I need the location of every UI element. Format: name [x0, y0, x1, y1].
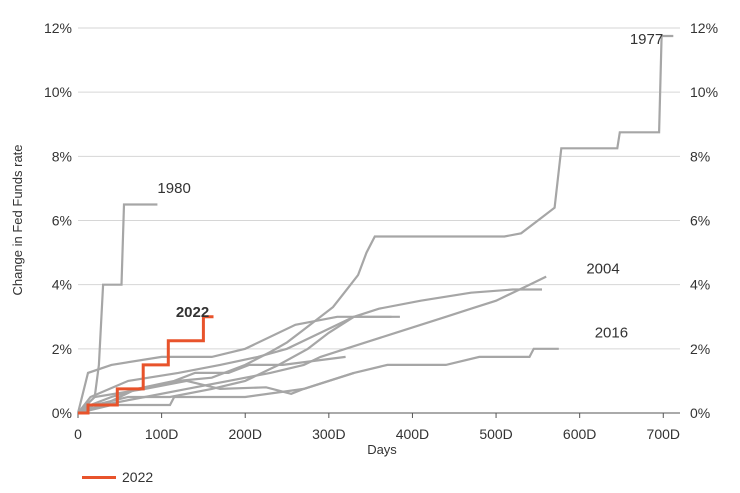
x-tick-label: 400D [396, 426, 429, 442]
y-tick-label-right: 4% [690, 277, 710, 293]
y-tick-label-left: 2% [52, 341, 72, 357]
x-tick-label: 0 [74, 426, 82, 442]
y-tick-label-right: 10% [690, 84, 718, 100]
series-label-2004: 2004 [586, 260, 619, 277]
y-tick-label-left: 8% [52, 148, 72, 164]
x-tick-label: 500D [479, 426, 512, 442]
series-line [77, 288, 542, 414]
series-line-2022 [78, 315, 214, 415]
y-tick-label-left: 0% [52, 405, 72, 421]
legend-swatch-2022 [82, 475, 116, 479]
x-axis-title: Days [367, 442, 397, 457]
series-label-1977: 1977 [630, 31, 663, 48]
y-tick-label-right: 2% [690, 341, 710, 357]
series-label-2022: 2022 [176, 304, 209, 321]
x-tick-label: 300D [312, 426, 345, 442]
series-label-1980: 1980 [157, 180, 190, 197]
grid-lines [78, 27, 680, 350]
series-labels: 1977 1980 2022 2004 2016 [157, 31, 663, 342]
y-tick-label-left: 12% [44, 20, 72, 36]
series-line [77, 371, 355, 414]
y-tick-label-right: 8% [690, 148, 710, 164]
series-line-2004 [77, 275, 547, 415]
legend-label-2022: 2022 [122, 469, 154, 485]
x-tick-label: 100D [145, 426, 178, 442]
x-tick-label: 700D [647, 426, 680, 442]
y-tick-label-right: 6% [690, 213, 710, 229]
y-tick-label-right: 0% [690, 405, 710, 421]
series-line-1980 [77, 203, 158, 414]
series-line [76, 315, 400, 414]
series-line [77, 315, 392, 414]
axes: 0% 0% 2% 2% 4% 4% 6% 6% 8% 8% 10% 10% 12% 12% 0 100D 200… [44, 20, 718, 442]
series-label-2016: 2016 [595, 325, 628, 342]
y-tick-label-left: 6% [52, 213, 72, 229]
x-tick-label: 200D [228, 426, 261, 442]
y-axis-title: Change in Fed Funds rate [10, 144, 25, 295]
legend: 2022 [82, 466, 153, 488]
y-tick-label-right: 12% [690, 20, 718, 36]
series-line-1977 [77, 34, 674, 414]
series-line [77, 355, 346, 415]
series-lines [76, 34, 674, 415]
x-tick-label: 600D [563, 426, 596, 442]
y-tick-label-left: 4% [52, 277, 72, 293]
y-tick-label-left: 10% [44, 84, 72, 100]
